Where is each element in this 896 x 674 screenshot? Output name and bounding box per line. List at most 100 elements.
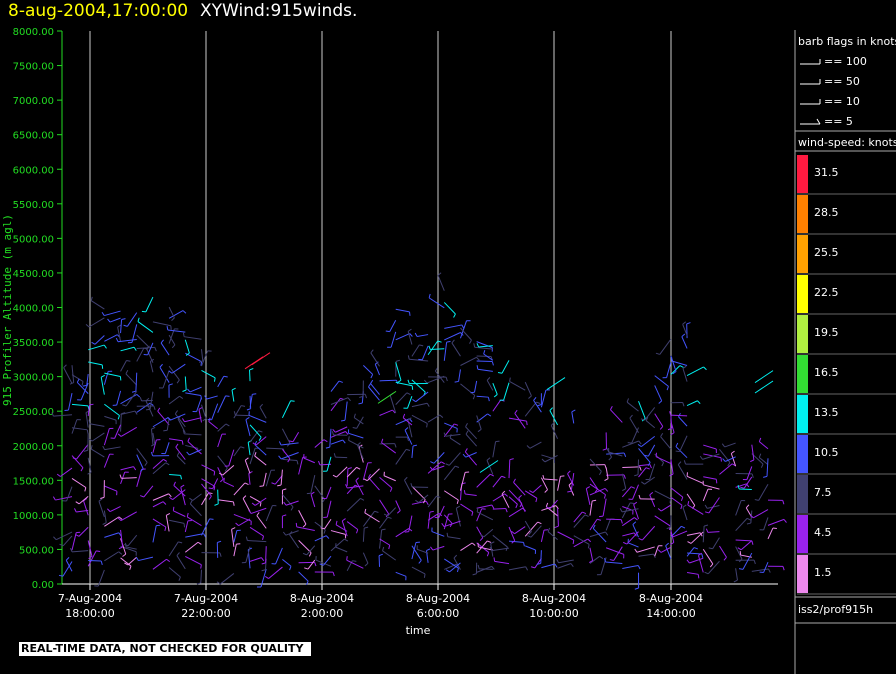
speed-color-swatch — [797, 275, 808, 313]
wind-barb-flag — [731, 450, 735, 454]
wind-barb-flag — [708, 547, 713, 550]
wind-barb — [395, 418, 410, 426]
wind-barb — [465, 452, 477, 458]
wind-barb-flag — [133, 466, 137, 471]
wind-barb — [125, 390, 138, 407]
wind-barb — [330, 398, 341, 412]
wind-barb — [363, 365, 374, 375]
wind-barb-flag — [154, 347, 157, 352]
wind-barb-flag — [549, 407, 554, 411]
speed-bin-label: 10.5 — [814, 446, 839, 459]
wind-barb — [152, 493, 169, 501]
date-title: 8-aug-2004,17:00:00 — [8, 1, 189, 21]
wind-barb — [263, 472, 267, 487]
barb-legend-label: == 10 — [824, 95, 860, 108]
wind-barb — [231, 389, 235, 402]
wind-barb-flag — [56, 473, 61, 477]
x-tick-time: 6:00:00 — [417, 607, 459, 620]
wind-barb-flag — [331, 431, 335, 436]
wind-barb-flag — [283, 501, 287, 506]
wind-barb-flag — [722, 458, 726, 462]
wind-barb — [525, 545, 536, 551]
wind-barb-flag — [368, 383, 372, 388]
wind-barb-flag — [304, 567, 309, 570]
wind-barb — [152, 462, 167, 475]
wind-barb-flag — [527, 535, 532, 538]
wind-barb — [654, 515, 671, 527]
wind-barb-flag — [687, 541, 692, 544]
wind-barb — [395, 333, 410, 341]
wind-barb — [379, 379, 397, 382]
wind-barb-flag — [701, 553, 704, 558]
wind-barb — [743, 476, 753, 489]
wind-barb — [335, 524, 348, 532]
wind-barb — [146, 348, 154, 363]
wind-barb-flag — [115, 337, 119, 342]
wind-barb — [136, 448, 148, 463]
wind-barb-flag — [584, 514, 589, 517]
wind-barb — [379, 477, 393, 489]
wind-barb-flag — [567, 470, 571, 475]
wind-barb-flag — [325, 446, 330, 449]
wind-barb-flag — [124, 543, 129, 547]
wind-barb-flag — [511, 530, 515, 535]
wind-barb — [217, 433, 223, 448]
wind-barb-flag — [75, 501, 80, 505]
wind-barb — [622, 440, 639, 448]
wind-barb-flag — [604, 478, 609, 482]
wind-barb — [152, 458, 164, 470]
wind-barb-flag — [185, 352, 190, 356]
wind-barb — [176, 455, 186, 465]
wind-barb — [228, 449, 235, 467]
wind-barb-flag — [259, 502, 262, 507]
wind-barb — [689, 557, 704, 564]
x-tick-date: 8-Aug-2004 — [406, 592, 470, 605]
wind-barb-flag — [387, 516, 392, 519]
wind-barb-flag — [100, 374, 105, 378]
wind-barb — [501, 493, 510, 508]
wind-barb-flag — [738, 568, 744, 570]
wind-barb — [91, 432, 105, 442]
wind-barb — [152, 525, 157, 543]
wind-barb-flag — [59, 543, 64, 547]
wind-barb — [87, 404, 91, 417]
wind-barb — [120, 360, 127, 372]
wind-barb-flag — [406, 448, 411, 452]
wind-barb — [395, 362, 402, 381]
x-tick-time: 14:00:00 — [646, 607, 695, 620]
wind-barb — [641, 435, 656, 448]
wind-barb-flag — [378, 553, 383, 557]
wind-barb — [589, 458, 602, 472]
wind-barb — [445, 433, 461, 437]
wind-barb — [67, 392, 73, 411]
wind-barb — [547, 531, 558, 541]
wind-barb-flag — [186, 512, 189, 518]
wind-barb — [289, 534, 300, 549]
wind-barb — [325, 486, 332, 499]
wind-barb — [443, 302, 456, 315]
wind-barb — [411, 344, 420, 357]
wind-barb — [368, 386, 380, 401]
wind-barb-flag — [649, 464, 652, 469]
wind-barb-flag — [659, 426, 664, 430]
wind-barb — [250, 507, 267, 514]
wind-barb — [686, 366, 704, 376]
speed-color-swatch — [797, 555, 808, 593]
speed-color-swatch — [797, 355, 808, 393]
wind-barb — [184, 339, 190, 354]
wind-barb-flag — [90, 296, 93, 301]
wind-barb — [638, 463, 650, 467]
wind-barb — [189, 503, 202, 517]
wind-barb — [382, 550, 397, 561]
wind-barb-flag — [198, 360, 204, 363]
wind-barb — [136, 402, 151, 413]
wind-barb — [88, 344, 105, 351]
wind-barb — [681, 336, 688, 349]
wind-barb — [66, 486, 73, 502]
wind-barb-flag — [410, 483, 413, 488]
wind-barb — [529, 441, 542, 449]
wind-barb — [627, 542, 639, 548]
wind-barb — [242, 498, 251, 512]
wind-barb-flag — [121, 318, 126, 321]
wind-barb-flag — [80, 467, 84, 472]
